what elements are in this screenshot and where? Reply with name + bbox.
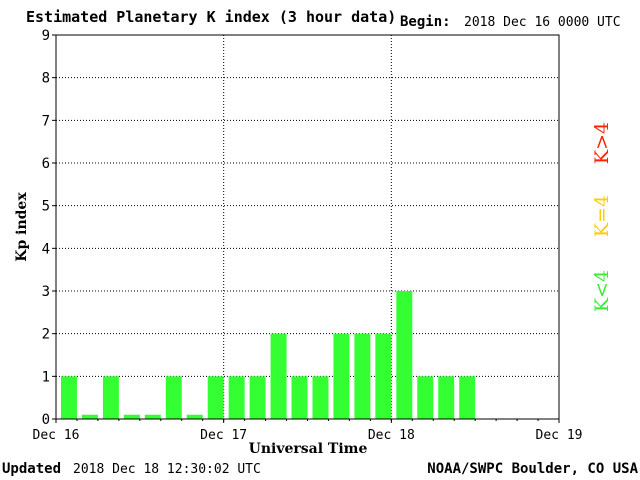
y-tick-label: 6 xyxy=(42,156,50,172)
kp-bar xyxy=(396,291,413,419)
source-credit: NOAA/SWPC Boulder, CO USA xyxy=(427,461,638,477)
kp-bar xyxy=(312,376,329,419)
kp-bar xyxy=(144,414,161,419)
begin-value: 2018 Dec 16 0000 UTC xyxy=(464,15,621,30)
kp-bar xyxy=(375,333,392,419)
kp-bar xyxy=(291,376,308,419)
kp-bar xyxy=(102,376,119,419)
axis-ticks: 0 1 2 3 4 5 6 7 8 9 Dec 16 Dec 17 Dec 18 Dec 19 xyxy=(33,28,583,443)
begin-label: Begin: xyxy=(400,14,451,30)
y-tick-label: 0 xyxy=(42,412,50,428)
kp-bar xyxy=(81,414,98,419)
x-axis-title: Universal Time xyxy=(249,441,368,457)
grid-lines xyxy=(56,35,559,419)
y-tick-label: 3 xyxy=(42,284,50,300)
kp-bar xyxy=(249,376,266,419)
kp-bar xyxy=(61,376,77,419)
kp-bar xyxy=(354,333,371,419)
kp-bar xyxy=(186,414,203,419)
y-tick-label: 9 xyxy=(42,28,50,44)
y-tick-label: 1 xyxy=(42,369,50,385)
updated-label: Updated xyxy=(2,461,62,477)
y-tick-label: 7 xyxy=(42,113,50,129)
y-tick-label: 5 xyxy=(42,199,50,215)
x-tick-label: Dec 19 xyxy=(536,428,583,443)
legend-entry: K=4 xyxy=(591,195,613,237)
kp-bar xyxy=(123,414,140,419)
kp-bar xyxy=(165,376,182,419)
y-tick-label: 2 xyxy=(42,327,50,343)
y-tick-label: 4 xyxy=(42,241,50,257)
kp-bar xyxy=(459,376,476,419)
kp-bar xyxy=(228,376,245,419)
kp-bar xyxy=(333,333,350,419)
kp-bar xyxy=(417,376,434,419)
legend-entry: K<4 xyxy=(591,270,613,312)
kp-bar xyxy=(270,333,287,419)
x-tick-label: Dec 17 xyxy=(200,428,247,443)
kp-bar xyxy=(438,376,455,419)
legend-entry: K>4 xyxy=(591,122,613,164)
chart-title: Estimated Planetary K index (3 hour data… xyxy=(26,8,397,26)
kp-bar xyxy=(207,376,224,419)
plot-frame xyxy=(55,34,560,420)
x-tick-label: Dec 18 xyxy=(368,428,415,443)
updated-value: 2018 Dec 18 12:30:02 UTC xyxy=(73,462,261,477)
x-tick-label: Dec 16 xyxy=(33,428,80,443)
y-tick-label: 8 xyxy=(42,71,50,87)
bar-series xyxy=(61,291,476,419)
legend: K<4 K=4 K>4 xyxy=(591,122,613,312)
y-axis-title: Kp index xyxy=(14,192,30,262)
